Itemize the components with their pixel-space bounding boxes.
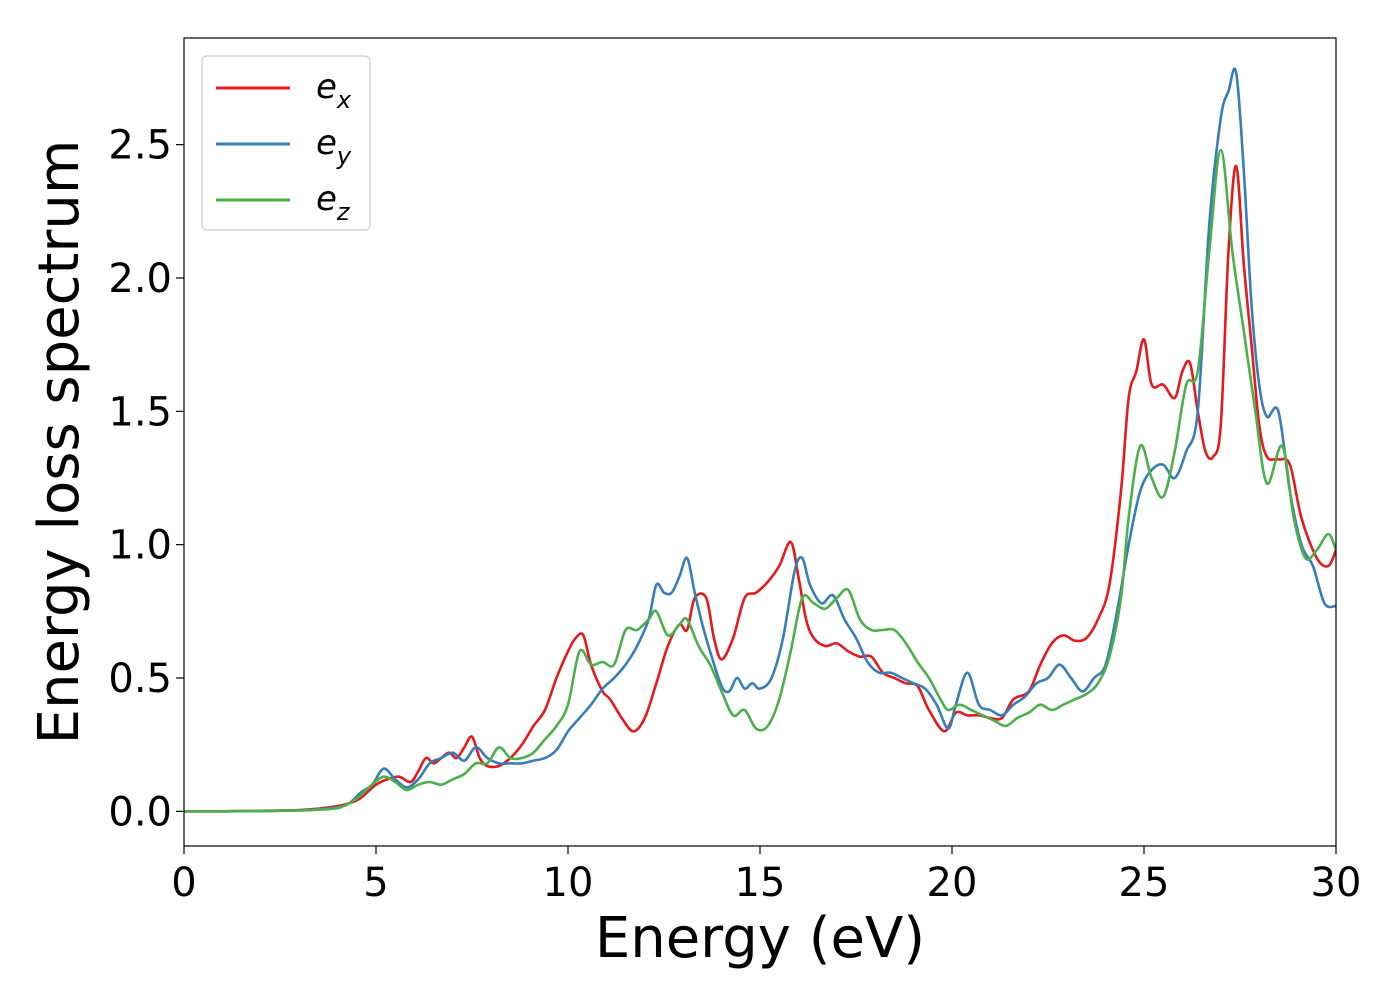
legend-label: ey xyxy=(316,123,352,170)
y-tick-label: 2.0 xyxy=(108,256,172,302)
y-tick-label: 1.0 xyxy=(108,523,172,569)
series-layer xyxy=(184,67,1336,813)
x-tick-label: 25 xyxy=(1119,860,1170,906)
series-line-e-y xyxy=(184,67,1336,813)
series-line-e-z xyxy=(184,148,1336,813)
x-tick-label: 15 xyxy=(735,860,786,906)
ticks-layer: 0 5 10 15 20 25 30 0.0 0.5 1.0 1.5 2.0 2.5 xyxy=(108,123,1361,906)
x-tick-label: 10 xyxy=(543,860,594,906)
x-axis-label: Energy (eV) xyxy=(595,906,925,971)
x-tick-label: 30 xyxy=(1311,860,1362,906)
y-tick-label: 0.5 xyxy=(108,656,172,702)
x-tick-label: 5 xyxy=(363,860,388,906)
y-axis-label: Energy loss spectrum xyxy=(27,140,92,745)
x-tick-label: 20 xyxy=(927,860,978,906)
legend-label: ex xyxy=(316,67,352,114)
legend: ex ey ez xyxy=(201,55,371,231)
series-line-e-x xyxy=(184,164,1336,813)
y-tick-label: 0.0 xyxy=(108,789,172,835)
y-tick-label: 2.5 xyxy=(108,123,172,169)
x-tick-label: 0 xyxy=(171,860,196,906)
legend-label: ez xyxy=(316,179,351,226)
y-tick-label: 1.5 xyxy=(108,389,172,435)
